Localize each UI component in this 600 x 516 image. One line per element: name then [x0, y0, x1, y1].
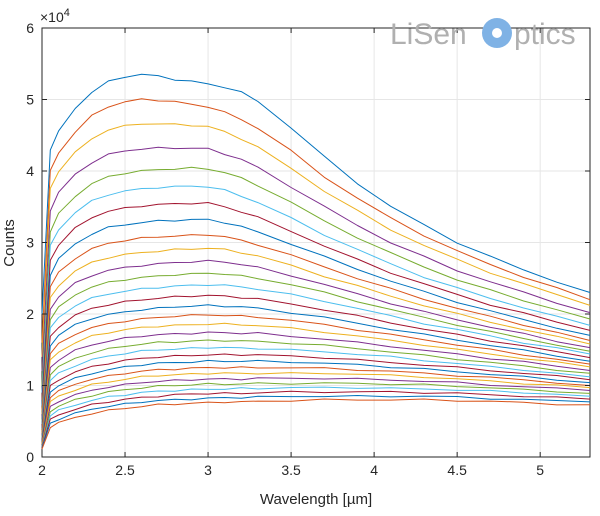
x-tick-label: 4: [370, 462, 378, 478]
series-line-28: [41, 390, 591, 448]
series-line-9: [41, 234, 591, 411]
y-tick-labels: 0 1 2 3 4 5 6: [26, 20, 34, 465]
y-tick-label: 6: [26, 20, 34, 36]
series-line-1: [41, 73, 591, 315]
series-line-24: [41, 372, 591, 445]
x-tick-label: 5: [536, 462, 544, 478]
series-line-29: [41, 395, 591, 449]
x-axis-label: Wavelength [µm]: [260, 491, 372, 508]
y-tick-label: 1: [26, 378, 34, 394]
series-line-15: [41, 304, 591, 430]
series-line-13: [41, 284, 591, 425]
x-tick-label: 3: [204, 462, 212, 478]
series-line-8: [41, 218, 591, 406]
series-line-25: [41, 377, 591, 446]
series-line-27: [41, 386, 591, 448]
series-line-23: [41, 366, 591, 443]
x-tick-label: 2: [38, 462, 46, 478]
series-line-3: [41, 123, 591, 357]
logo-text-left: LiSen: [390, 18, 467, 51]
series-line-21: [41, 353, 591, 440]
x-tick-label: 3.5: [281, 462, 301, 478]
y-exponent-label: ×104: [40, 7, 70, 25]
series-line-14: [41, 294, 591, 428]
y-tick-label: 3: [26, 235, 34, 251]
series-line-2: [41, 98, 591, 343]
series-line-26: [41, 382, 591, 447]
series-line-18: [41, 331, 591, 436]
series-line-11: [41, 259, 591, 418]
series-line-19: [41, 339, 591, 438]
x-tick-label: 4.5: [447, 462, 467, 478]
series-line-10: [41, 247, 591, 415]
series-line-7: [41, 202, 591, 400]
y-tick-label: 2: [26, 306, 34, 322]
series-line-30: [41, 398, 591, 450]
y-tick-label: 4: [26, 163, 34, 179]
logo-text-right: ptics: [514, 18, 576, 51]
x-tick-labels: 2 2.5 3 3.5 4 4.5 5: [38, 462, 544, 478]
lisenoptics-logo: LiSen ptics: [390, 18, 576, 51]
axis-ticks: [41, 27, 590, 458]
series-line-20: [41, 346, 591, 439]
series-lines: [41, 73, 591, 450]
series-line-12: [41, 272, 591, 422]
y-tick-label: 0: [26, 449, 34, 465]
series-line-5: [41, 166, 591, 386]
series-line-22: [41, 359, 591, 442]
logo-circle-center-icon: [492, 28, 502, 38]
series-line-16: [41, 314, 591, 432]
series-line-17: [41, 322, 591, 434]
series-line-6: [41, 185, 591, 393]
x-tick-label: 2.5: [115, 462, 135, 478]
y-axis-label: Counts: [1, 219, 18, 267]
y-tick-label: 5: [26, 92, 34, 108]
series-line-4: [41, 146, 591, 372]
